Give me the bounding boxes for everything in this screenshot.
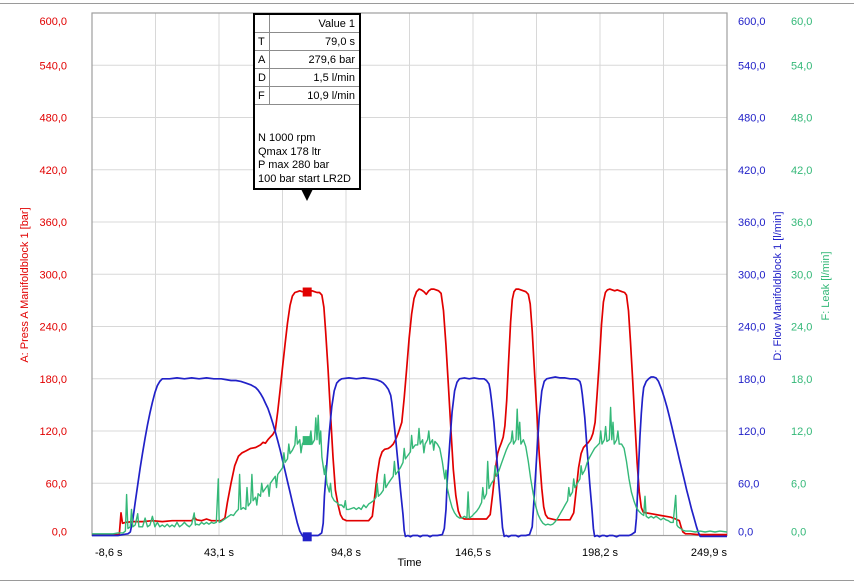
pressure-tick-label: 300,0 <box>39 269 67 281</box>
flow-tick-label: 600,0 <box>738 16 766 28</box>
pressure-axis-title: A: Press A Manifoldblock 1 [bar] <box>19 207 31 362</box>
page-bottom-rule <box>0 580 854 581</box>
cursor-row-d: D 1,5 l/min <box>255 69 359 87</box>
channel-letter: A <box>255 51 270 68</box>
leak-axis-title: F: Leak [l/min] <box>820 251 832 320</box>
cursor-row-t: T 79,0 s <box>255 33 359 51</box>
leak-tick-label: 42,0 <box>791 165 812 177</box>
cursor-row-f: F 10,9 l/min <box>255 87 359 105</box>
cursor-row-a: A 279,6 bar <box>255 51 359 69</box>
channel-letter: F <box>255 87 270 104</box>
flow-tick-label: 300,0 <box>738 269 766 281</box>
flow-tick-label: 60,0 <box>738 478 759 490</box>
flow-tick-label: 360,0 <box>738 217 766 229</box>
pressure-tick-label: 180,0 <box>39 374 67 386</box>
flow-axis-title: D: Flow Manifoldblock 1 [l/min] <box>772 211 784 360</box>
flow-tick-label: 480,0 <box>738 113 766 125</box>
pressure-tick-label: 540,0 <box>39 60 67 72</box>
channel-value: 279,6 bar <box>308 53 355 66</box>
channel-letter: T <box>255 33 270 50</box>
pressure-tick-label: 60,0 <box>46 478 67 490</box>
x-tick-label: 198,2 s <box>582 547 619 559</box>
leak-curve <box>92 406 727 535</box>
flow-tick-label: 0,0 <box>738 527 753 539</box>
leak-tick-label: 0,0 <box>791 527 806 539</box>
pressure-tick-label: 0,0 <box>52 527 67 539</box>
leak-tick-label: 30,0 <box>791 269 812 281</box>
pressure-curve <box>92 288 727 536</box>
leak-tick-label: 60,0 <box>791 16 812 28</box>
flow-tick-label: 540,0 <box>738 60 766 72</box>
x-tick-label: 43,1 s <box>204 547 234 559</box>
x-axis-title: Time <box>397 557 421 569</box>
channel-value: 79,0 s <box>325 35 355 48</box>
flow-tick-label: 180,0 <box>738 374 766 386</box>
pressure-tick-label: 420,0 <box>39 165 67 177</box>
leak-tick-label: 36,0 <box>791 217 812 229</box>
pressure-tick-label: 480,0 <box>39 113 67 125</box>
cursor-header-ch-cell <box>255 15 270 32</box>
cursor-marker-leak <box>302 436 312 446</box>
leak-tick-label: 54,0 <box>791 60 812 72</box>
flow-tick-label: 120,0 <box>738 426 766 438</box>
channel-letter: D <box>255 69 270 86</box>
note-line: P max 280 bar <box>258 159 330 171</box>
leak-tick-label: 12,0 <box>791 426 812 438</box>
leak-tick-label: 6,0 <box>791 478 806 490</box>
cursor-header-label: Value 1 <box>318 17 356 30</box>
note-line: N 1000 rpm <box>258 132 316 144</box>
x-tick-label: 249,9 s <box>691 547 728 559</box>
x-tick-label: 146,5 s <box>455 547 492 559</box>
cursor-value-box[interactable]: Value 1 T 79,0 s A 279,6 bar D 1,5 l/min… <box>253 13 361 190</box>
cursor-header-row: Value 1 <box>255 15 359 33</box>
note-line: Qmax 178 ltr <box>258 145 321 158</box>
pressure-tick-label: 600,0 <box>39 16 67 28</box>
cursor-notes: N 1000 rpm Qmax 178 ltr P max 280 bar 10… <box>255 132 359 186</box>
channel-value: 1,5 l/min <box>313 71 355 84</box>
cursor-marker-flow <box>302 532 312 542</box>
flow-tick-label: 420,0 <box>738 165 766 177</box>
channel-value: 10,9 l/min <box>307 89 355 102</box>
pressure-tick-label: 120,0 <box>39 426 67 438</box>
pressure-tick-label: 360,0 <box>39 217 67 229</box>
leak-tick-label: 48,0 <box>791 113 812 125</box>
cursor-marker-pressure <box>302 287 312 297</box>
flow-tick-label: 240,0 <box>738 322 766 334</box>
note-line: 100 bar start LR2D <box>258 172 351 185</box>
pressure-tick-label: 240,0 <box>39 322 67 334</box>
page-top-rule <box>0 3 854 4</box>
leak-tick-label: 18,0 <box>791 374 812 386</box>
x-tick-label: -8,6 s <box>95 547 123 559</box>
x-tick-label: 94,8 s <box>331 547 361 559</box>
leak-tick-label: 24,0 <box>791 322 812 334</box>
cursor-pointer-icon <box>301 189 313 201</box>
